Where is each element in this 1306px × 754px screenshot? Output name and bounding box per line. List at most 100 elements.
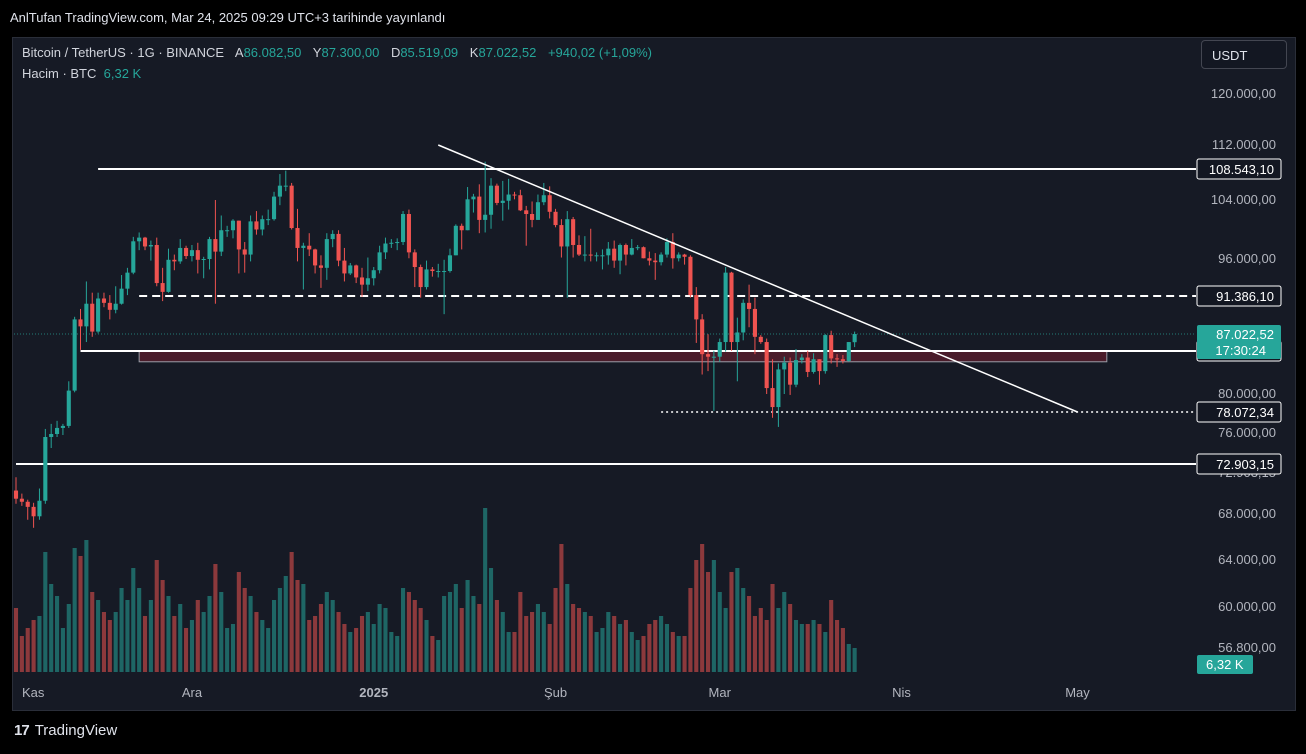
volume-bar [359, 616, 365, 672]
candle-body [477, 196, 482, 220]
last-price-tag-box [1197, 325, 1281, 360]
candle [13, 477, 19, 504]
tradingview-logo[interactable]: 17 TradingView [14, 722, 117, 739]
volume-bar [248, 596, 253, 672]
volume-bar [840, 628, 845, 672]
volume-bar [254, 612, 259, 672]
level-price-tag-box [1196, 453, 1282, 475]
candle [49, 423, 54, 449]
candle [330, 230, 335, 248]
volume-bar [735, 568, 740, 672]
volume-label[interactable]: Hacim · BTC [22, 66, 97, 81]
candle-body [148, 244, 153, 247]
level-price-tag: 78.072,34 [1196, 401, 1282, 423]
candle [541, 182, 546, 206]
volume-bar [436, 640, 441, 672]
volume-bar [266, 628, 271, 672]
volume-bar [805, 624, 810, 672]
volume-bar [741, 588, 746, 672]
volume-bar [635, 640, 640, 672]
candle [377, 245, 382, 274]
volume-bar [834, 620, 840, 672]
candle [313, 248, 318, 274]
candle [90, 292, 95, 337]
candle-body [641, 247, 646, 259]
currency-selector-button[interactable]: USDT [1201, 40, 1287, 69]
volume-bar [676, 636, 681, 672]
candle-body [84, 303, 89, 327]
volume-bar [641, 636, 646, 672]
candle-body [623, 244, 628, 255]
candle [283, 170, 288, 192]
candle-body [811, 359, 816, 372]
candle [131, 236, 136, 275]
candle [447, 248, 453, 273]
volume-bar [395, 636, 400, 672]
volume-bar [371, 624, 376, 672]
candle [752, 297, 757, 355]
open-value: 86.082,50 [243, 45, 302, 60]
candle [483, 161, 488, 233]
candle [336, 230, 341, 267]
candle [301, 242, 306, 290]
volume-bar [829, 600, 834, 672]
volume-bar [25, 628, 30, 672]
candle [711, 350, 716, 411]
candle-body [512, 194, 517, 196]
low-value: 85.519,09 [400, 45, 459, 60]
change-value: +940,02 (+1,09%) [547, 45, 653, 60]
candle [101, 292, 107, 308]
volume-bar [101, 612, 107, 672]
volume-bar [330, 600, 335, 672]
candle [389, 239, 394, 248]
candle-body [612, 248, 617, 261]
candle [19, 493, 24, 506]
candle [37, 488, 42, 520]
volume-bar [700, 544, 705, 672]
symbol-name[interactable]: Bitcoin / TetherUS · 1G · BINANCE [22, 45, 225, 60]
tradingview-logo-mark: 17 [14, 722, 30, 739]
volume-bar [512, 632, 517, 672]
volume-bar [131, 568, 136, 672]
candle [758, 335, 763, 344]
volume-bar [535, 604, 541, 672]
candle [43, 428, 48, 504]
volume-bar [307, 620, 312, 672]
volume-bar [172, 616, 177, 672]
candle [623, 243, 628, 266]
volume-bar [324, 592, 329, 672]
volume-bar [301, 584, 306, 672]
candle-body [283, 185, 288, 187]
volume-bar [271, 600, 277, 672]
volume-tag: 6,32 K [1197, 655, 1253, 674]
low-label: D [390, 45, 401, 60]
countdown-label: 17:30:24 [1215, 343, 1266, 358]
volume-bar [37, 616, 42, 672]
candle [289, 182, 294, 230]
candle [477, 184, 482, 234]
candle [565, 211, 570, 298]
volume-bar [465, 580, 470, 672]
tradingview-logo-text: TradingView [34, 722, 118, 739]
candle [424, 260, 429, 290]
candle-body [500, 200, 505, 203]
chart-panel[interactable] [12, 37, 1296, 711]
candle-body [301, 245, 306, 248]
price-tick-label: 112.000,00 [1212, 137, 1276, 152]
candle-body [635, 247, 640, 249]
volume-bar [494, 600, 499, 672]
candle [829, 330, 834, 364]
candle-body [494, 185, 499, 203]
candle-body [389, 242, 394, 244]
candle-body [758, 336, 763, 343]
volume-bar [260, 620, 265, 672]
volume-bar [230, 624, 236, 672]
candle [846, 342, 851, 362]
candle [530, 201, 535, 228]
candle [688, 255, 693, 298]
candle-body [313, 249, 318, 266]
volume-bar [723, 608, 728, 672]
candle-body [799, 357, 804, 361]
candle-body [647, 258, 652, 261]
